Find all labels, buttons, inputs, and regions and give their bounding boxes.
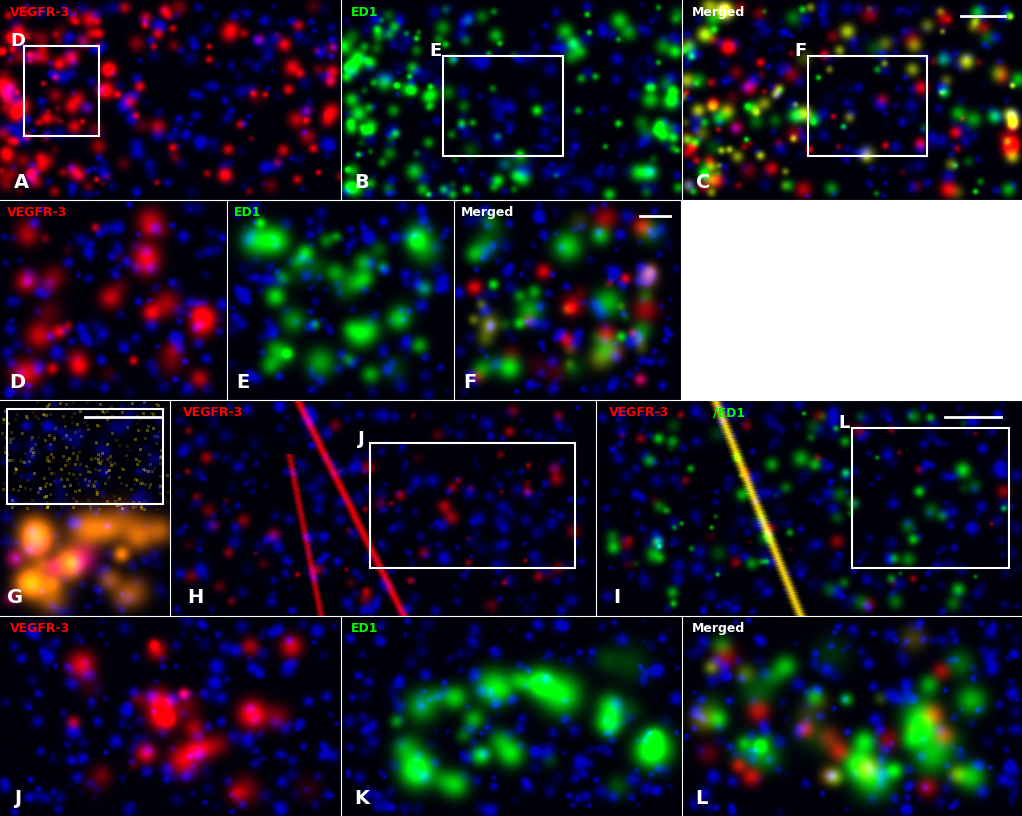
Bar [851,428,1009,569]
Text: L: L [839,415,850,432]
Text: ED1: ED1 [352,6,379,19]
Bar [807,56,927,156]
Text: F: F [463,373,476,392]
Text: VEGFR-3: VEGFR-3 [10,622,71,635]
Text: L: L [696,789,708,808]
Text: K: K [355,789,370,808]
Text: Merged: Merged [692,622,745,635]
Text: H: H [187,588,203,607]
Text: Merged: Merged [461,206,514,219]
Text: D: D [9,373,26,392]
Text: D: D [10,32,26,50]
Text: E: E [236,373,249,392]
Text: G: G [7,588,22,607]
Text: /ED1: /ED1 [713,406,745,419]
Text: ED1: ED1 [352,622,379,635]
Text: C: C [696,173,710,192]
Text: VEGFR-3: VEGFR-3 [10,6,71,19]
Text: VEGFR-3: VEGFR-3 [183,406,243,419]
Text: Merged: Merged [692,6,745,19]
Text: VEGFR-3: VEGFR-3 [7,206,67,219]
Text: F: F [794,42,806,60]
Bar [444,56,563,156]
Text: J: J [358,429,364,447]
Text: J: J [13,789,20,808]
Bar [370,443,574,569]
Text: ED1: ED1 [234,206,262,219]
Text: I: I [613,588,620,607]
Text: A: A [13,173,29,192]
Text: VEGFR-3: VEGFR-3 [609,406,669,419]
Bar [7,409,164,503]
Text: E: E [429,42,442,60]
Text: B: B [355,173,369,192]
Bar [24,46,99,136]
